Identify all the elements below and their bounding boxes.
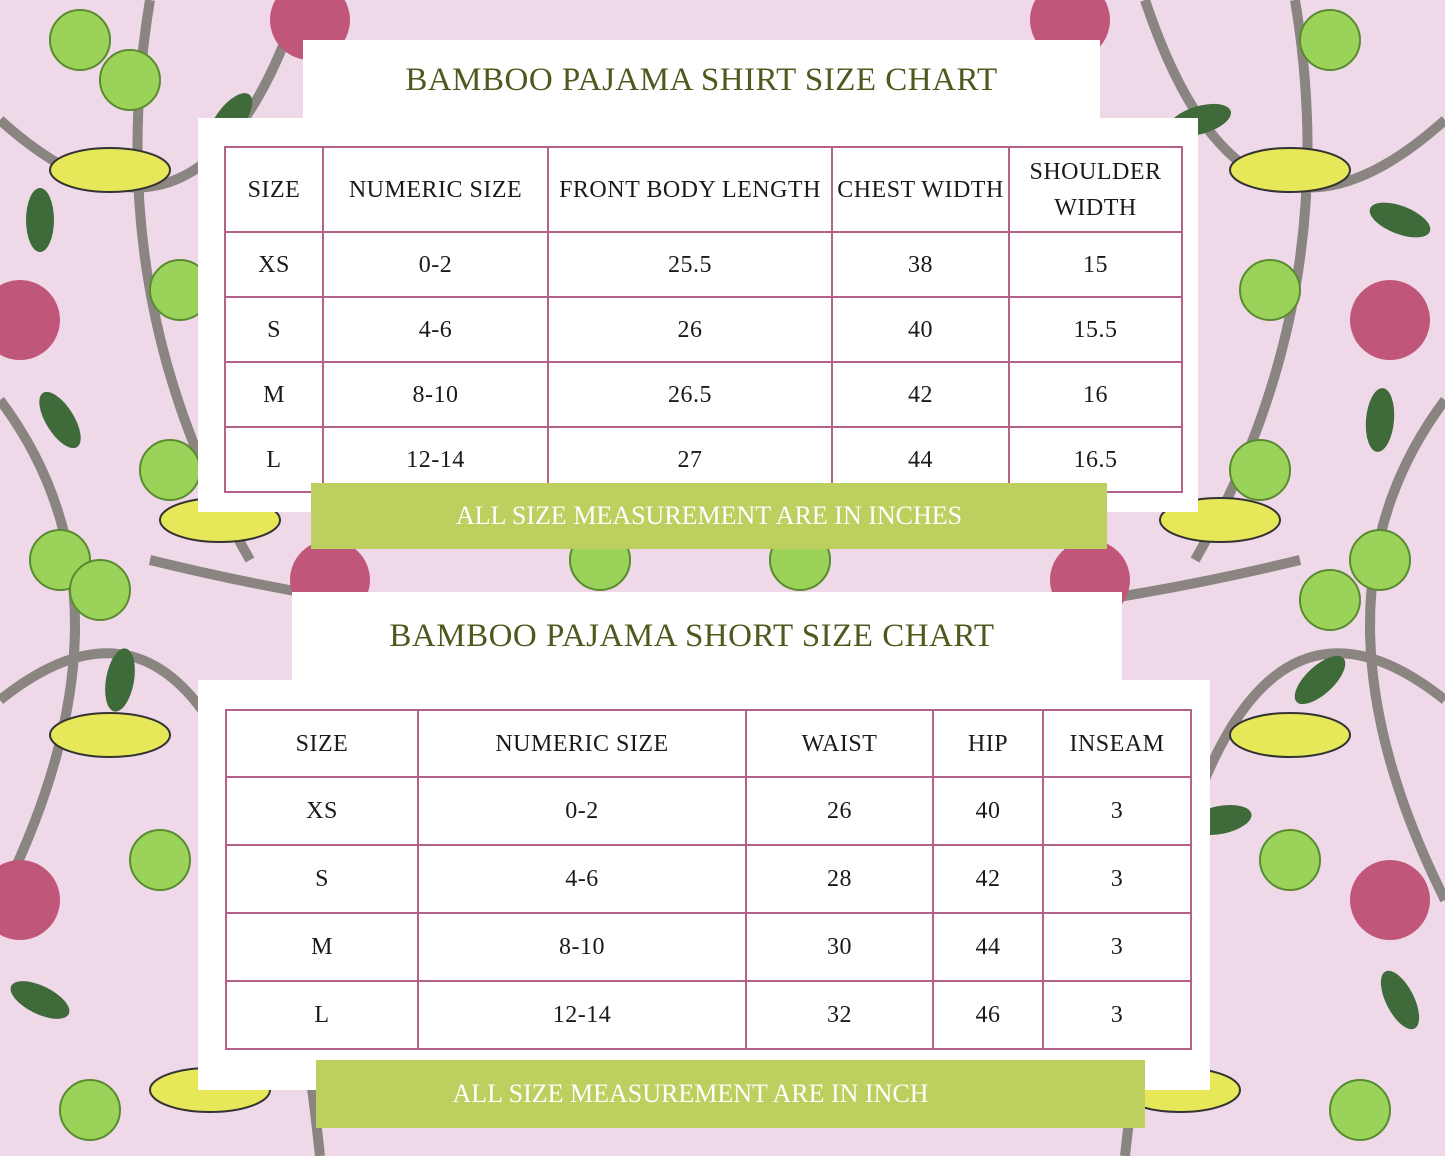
leaf-decoration <box>1294 655 1346 705</box>
table-cell: 3 <box>1042 980 1192 1050</box>
table-cell: 25.5 <box>547 231 833 298</box>
table-cell: 44 <box>932 912 1044 982</box>
fruit-decoration <box>129 829 191 891</box>
column-header: INSEAM <box>1042 709 1192 778</box>
column-header: CHEST WIDTH <box>831 146 1010 233</box>
column-header: SIZE <box>224 146 324 233</box>
fruit-decoration <box>1259 829 1321 891</box>
table-cell: 38 <box>831 231 1010 298</box>
table-cell: 16 <box>1008 361 1183 428</box>
table-cell: S <box>224 296 324 363</box>
branch-decoration <box>0 0 305 193</box>
table-cell: 30 <box>745 912 934 982</box>
leaf-decoration <box>26 188 54 252</box>
table-cell: 8-10 <box>417 912 747 982</box>
shorts-units-note: ALL SIZE MEASUREMENT ARE IN INCH <box>316 1060 1145 1128</box>
table-cell: 26 <box>745 776 934 846</box>
table-cell: 32 <box>745 980 934 1050</box>
branch-decoration <box>1365 397 1445 903</box>
table-cell: XS <box>224 231 324 298</box>
leaf-decoration <box>10 981 70 1019</box>
bird-decoration <box>49 147 171 193</box>
shorts-size-table: SIZE NUMERIC SIZE WAIST HIP INSEAM XS 0-2 26 40… <box>225 709 1192 1050</box>
shorts-chart-title: BAMBOO PAJAMA SHORT SIZE CHART <box>389 617 995 654</box>
fruit-decoration <box>1329 1079 1391 1141</box>
table-cell: 15 <box>1008 231 1183 298</box>
table-cell: 0-2 <box>322 231 549 298</box>
table-cell: 0-2 <box>417 776 747 846</box>
table-cell: 3 <box>1042 844 1192 914</box>
column-header: HIP <box>932 709 1044 778</box>
column-header: FRONT BODY LENGTH <box>547 146 833 233</box>
column-header: NUMERIC SIZE <box>417 709 747 778</box>
leaf-decoration <box>1365 388 1395 452</box>
table-cell: 26 <box>547 296 833 363</box>
flower-decoration <box>1350 280 1430 360</box>
shorts-title-panel <box>292 592 1122 682</box>
column-header: SHOULDER WIDTH <box>1008 146 1183 233</box>
table-row: XS 0-2 25.5 38 15 <box>224 231 1183 298</box>
table-cell: 16.5 <box>1008 426 1183 493</box>
branch-decoration <box>0 397 80 903</box>
fruit-decoration <box>1349 529 1411 591</box>
fruit-decoration <box>1299 9 1361 71</box>
table-cell: 3 <box>1042 776 1192 846</box>
table-cell: 12-14 <box>322 426 549 493</box>
table-cell: 46 <box>932 980 1044 1050</box>
leaf-decoration <box>105 648 135 712</box>
table-cell: 26.5 <box>547 361 833 428</box>
bird-decoration <box>49 712 171 758</box>
leaf-decoration <box>1369 202 1431 238</box>
shirt-units-note: ALL SIZE MEASUREMENT ARE IN INCHES <box>311 483 1107 549</box>
flower-decoration <box>0 860 60 940</box>
table-cell: L <box>224 426 324 493</box>
fruit-decoration <box>49 9 111 71</box>
flower-decoration <box>0 280 60 360</box>
table-cell: M <box>225 912 419 982</box>
fruit-decoration <box>139 439 201 501</box>
table-cell: 12-14 <box>417 980 747 1050</box>
bird-decoration <box>1229 147 1351 193</box>
bird-decoration <box>1229 712 1351 758</box>
fruit-decoration <box>69 559 131 621</box>
table-cell: 40 <box>932 776 1044 846</box>
shirt-size-table: SIZE NUMERIC SIZE FRONT BODY LENGTH CHEST W… <box>224 146 1183 493</box>
table-cell: M <box>224 361 324 428</box>
shirt-title-panel <box>303 40 1100 120</box>
column-header: WAIST <box>745 709 934 778</box>
table-row: XS 0-2 26 40 3 <box>225 776 1192 846</box>
table-cell: 28 <box>745 844 934 914</box>
table-cell: 42 <box>932 844 1044 914</box>
flower-decoration <box>1350 860 1430 940</box>
fruit-decoration <box>1239 259 1301 321</box>
table-row: M 8-10 26.5 42 16 <box>224 361 1183 428</box>
fruit-decoration <box>1229 439 1291 501</box>
table-cell: 42 <box>831 361 1010 428</box>
table-cell: 15.5 <box>1008 296 1183 363</box>
fruit-decoration <box>1299 569 1361 631</box>
leaf-decoration <box>39 391 81 449</box>
table-cell: 4-6 <box>322 296 549 363</box>
table-cell: 40 <box>831 296 1010 363</box>
table-row: S 4-6 26 40 15.5 <box>224 296 1183 363</box>
column-header: NUMERIC SIZE <box>322 146 549 233</box>
fruit-decoration <box>59 1079 121 1141</box>
table-cell: S <box>225 844 419 914</box>
table-row: M 8-10 30 44 3 <box>225 912 1192 982</box>
table-cell: 3 <box>1042 912 1192 982</box>
table-cell: L <box>225 980 419 1050</box>
table-row: L 12-14 32 46 3 <box>225 980 1192 1050</box>
leaf-decoration <box>1380 970 1420 1030</box>
table-cell: 8-10 <box>322 361 549 428</box>
column-header: SIZE <box>225 709 419 778</box>
shirt-chart-title: BAMBOO PAJAMA SHIRT SIZE CHART <box>405 61 998 98</box>
table-row: L 12-14 27 44 16.5 <box>224 426 1183 493</box>
fruit-decoration <box>99 49 161 111</box>
table-cell: XS <box>225 776 419 846</box>
table-row: S 4-6 28 42 3 <box>225 844 1192 914</box>
table-cell: 4-6 <box>417 844 747 914</box>
